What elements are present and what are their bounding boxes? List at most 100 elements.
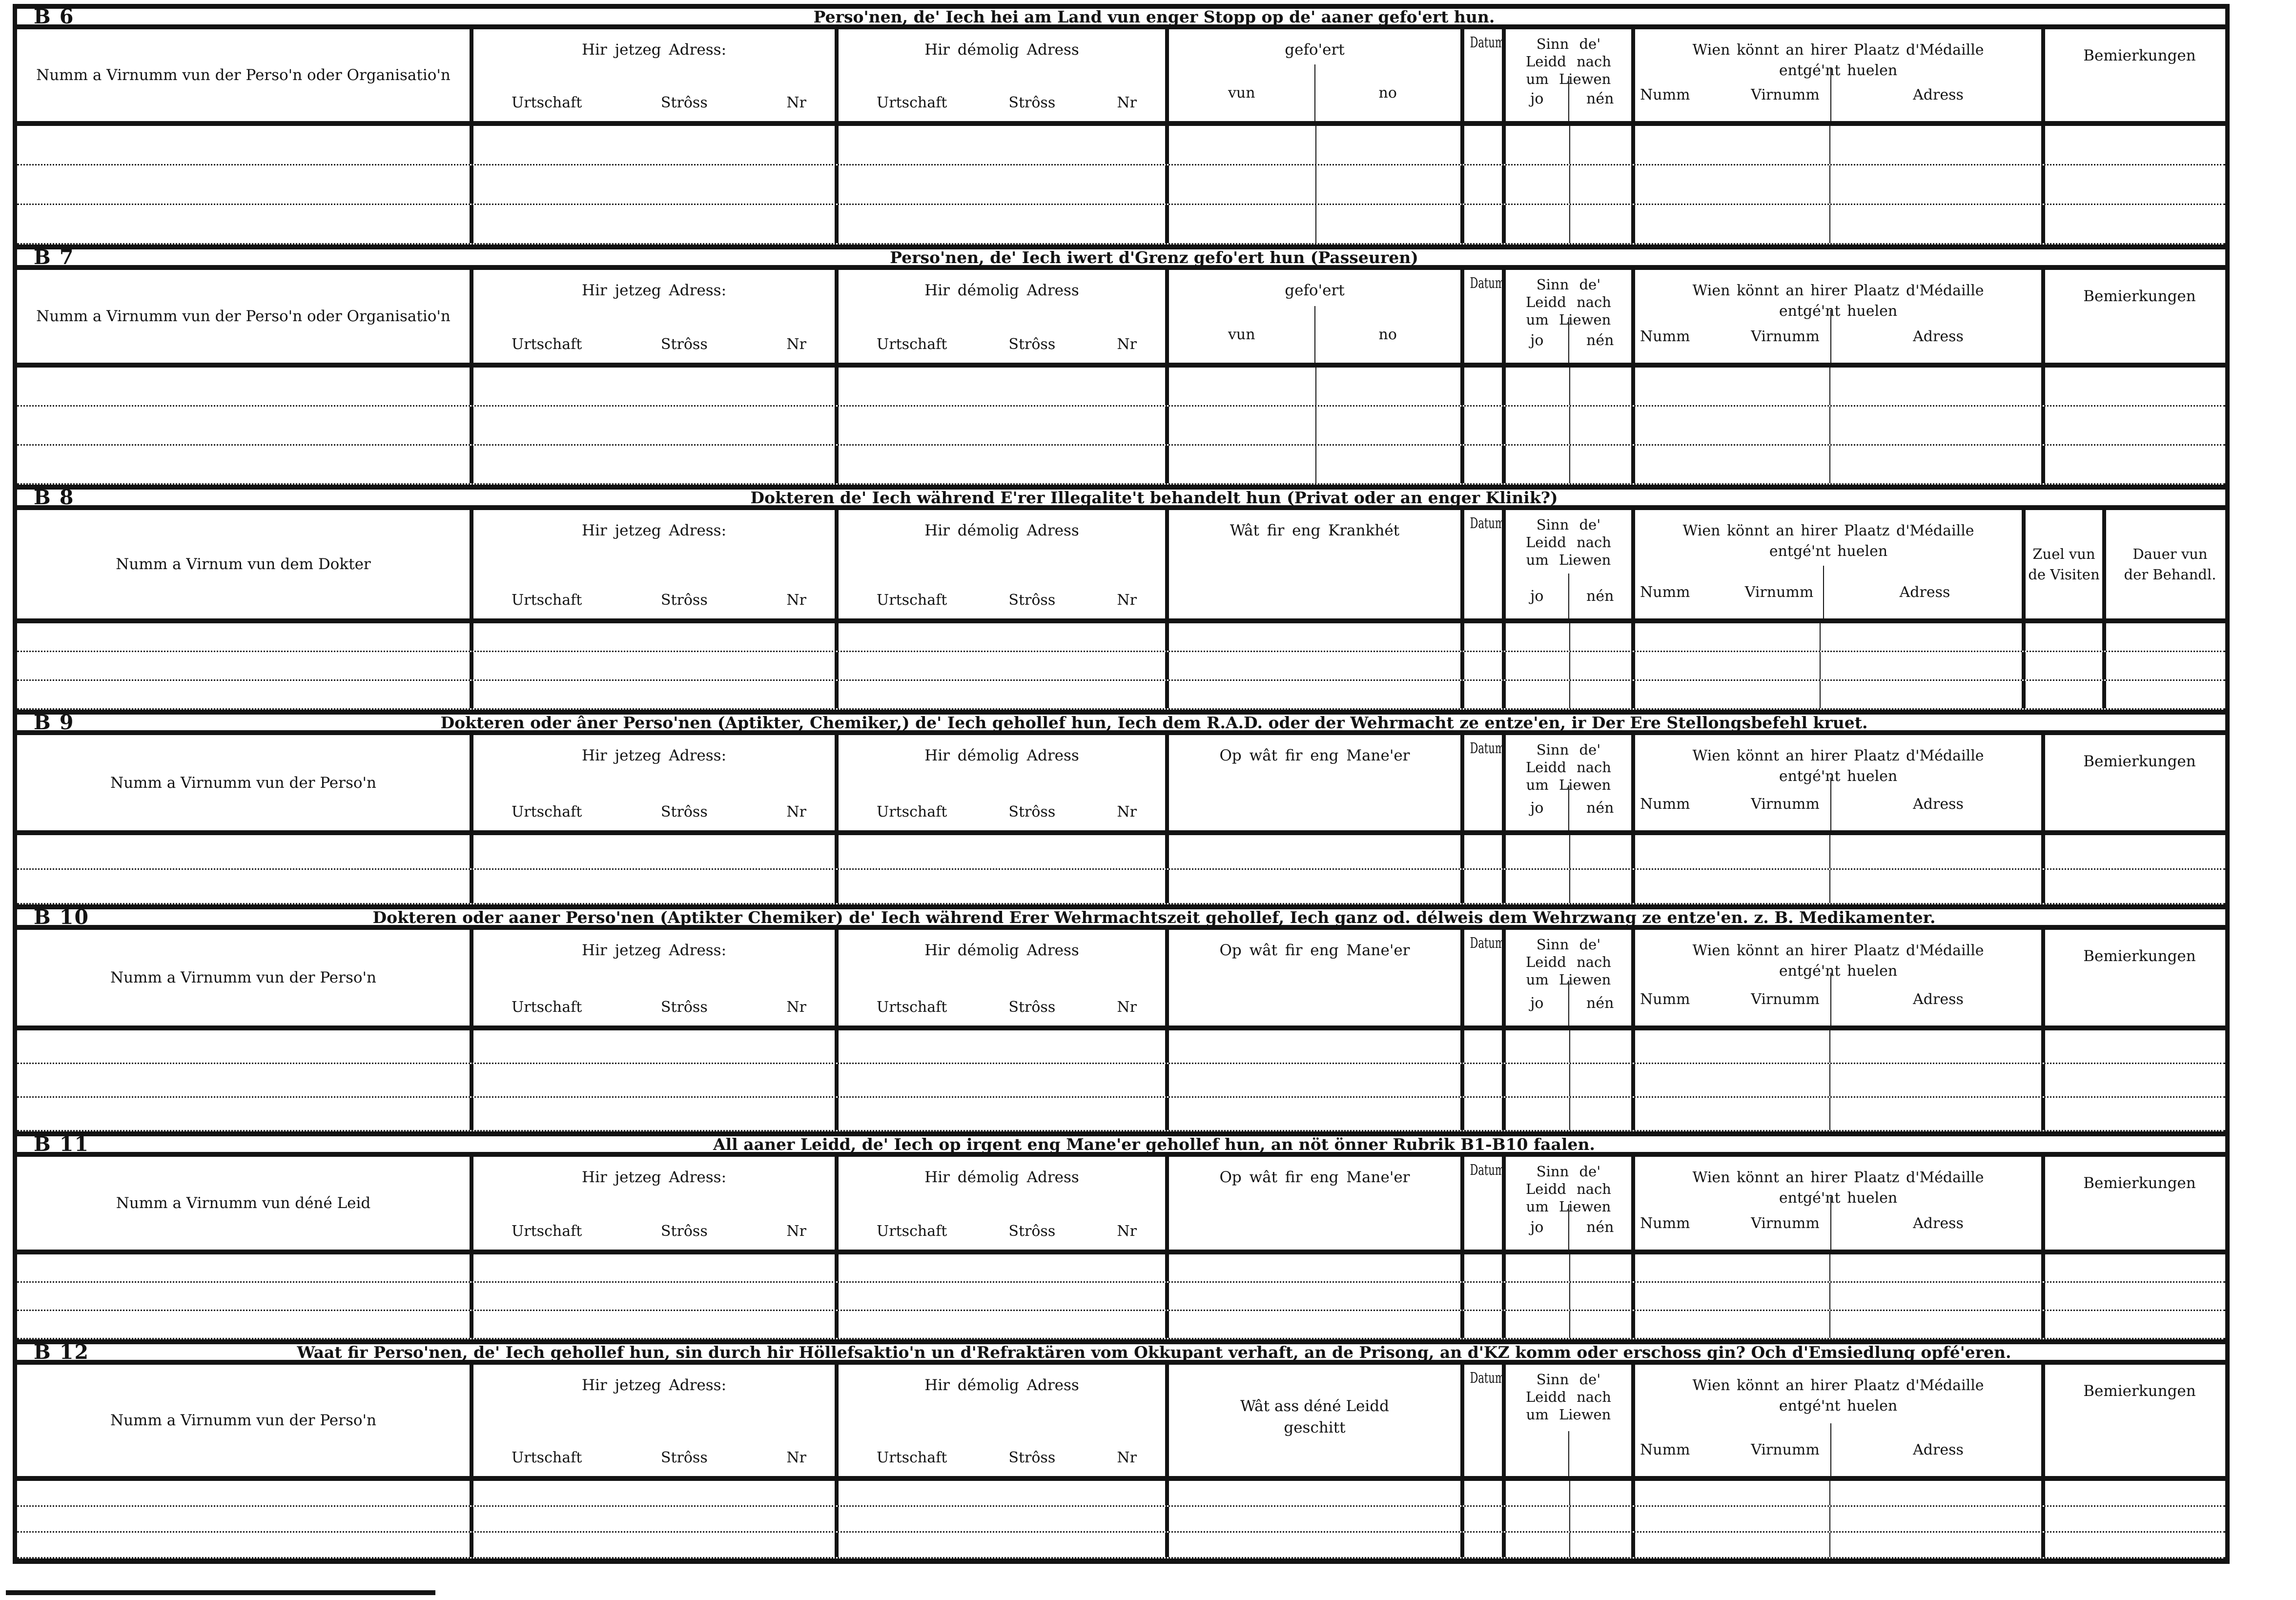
col-addr-now: Hir jetzeg Adress: Urtschaft Strôss Nr [473,735,839,830]
visits-label: Zuel vun de Visiten [2028,546,2100,583]
addr-now-label: Hir jetzeg Adress: [581,522,727,539]
column-headers: Numm a Virnum vun dem Dokter Hir jetzeg … [17,510,2225,623]
sub-virnumm: Virnumm [1751,1441,1820,1458]
sub-urtschaft: Urtschaft [512,1223,582,1240]
entry-rows [17,126,2225,245]
col-name-label: Numm a Virnum vun dem Dokter [116,555,371,573]
sub-nr: Nr [786,1223,806,1240]
medal-label: Wien könnt an hirer Plaatz d'Médaille en… [1692,747,1984,785]
col-remarks: Bemierkungen [2045,930,2234,1026]
alive-label: Sinn de' Leidd nach um Liewen [1526,36,1611,87]
col-medal: Wien könnt an hirer Plaatz d'Médaille en… [1635,930,2045,1026]
addr-former-subheads: Urtschaft Strôss Nr [839,1223,1165,1240]
sub-nr: Nr [1117,999,1137,1016]
entry-rows [17,1030,2225,1131]
sub-nr: Nr [1117,94,1137,111]
sub-no: no [1314,64,1461,121]
col-addr-now: Hir jetzeg Adress: Urtschaft Strôss Nr [473,1365,839,1476]
col-name: Numm a Virnumm vun der Perso'n [17,735,473,830]
section-id: B 9 [34,711,75,734]
col-remarks: Bemierkungen [2045,29,2234,121]
col-datum: Datum [1464,270,1506,363]
sub-adress: Adress [1830,68,2045,121]
entry-row [17,1533,2225,1559]
sub-nen: nén [1568,574,1632,618]
sub-stross: Strôss [660,336,708,353]
sub-nr: Nr [786,999,806,1016]
sub-urtschaft: Urtschaft [512,94,582,111]
column-headers: Numm a Virnumm vun der Perso'n Hir jetze… [17,735,2225,835]
addr-former-subheads: Urtschaft Strôss Nr [839,592,1165,609]
col-addr-former: Hir démolig Adress Urtschaft Strôss Nr [839,1365,1169,1476]
addr-now-label: Hir jetzeg Adress: [581,41,727,59]
entry-row [17,368,2225,407]
sub-virnumm: Virnumm [1751,990,1820,1008]
col-medal: Wien könnt an hirer Plaatz d'Médaille en… [1635,270,2045,363]
col-alive: Sinn de' Leidd nach um Liewen jo nén [1506,1157,1635,1250]
sub-urtschaft: Urtschaft [512,803,582,821]
sub-stross: Strôss [660,999,708,1016]
sub-numm: Numm [1640,1441,1690,1458]
col-datum: Datum [1464,510,1506,618]
col-addr-now: Hir jetzeg Adress: Urtschaft Strôss Nr [473,510,839,618]
addr-former-subheads: Urtschaft Strôss Nr [839,1449,1165,1466]
sub-vun: vun [1228,326,1255,343]
deed-subheads: vun no [1169,306,1460,363]
duration-label: Dauer vun der Behandl. [2124,546,2216,583]
datum-label: Datum [1470,275,1505,292]
datum-label: Datum [1470,34,1505,51]
sub-urtschaft: Urtschaft [512,592,582,609]
col-deed: gefo'ert vun no [1169,29,1464,121]
addr-former-label: Hir démolig Adress [924,41,1079,59]
addr-former-label: Hir démolig Adress [924,282,1079,299]
entry-row [17,681,2225,710]
datum-label: Datum [1470,740,1505,757]
sub-stross: Strôss [1008,1223,1056,1240]
sub-nr: Nr [1117,1223,1137,1240]
entry-row [17,652,2225,681]
col-name: Numm a Virnum vun dem Dokter [17,510,473,618]
medal-label: Wien könnt an hirer Plaatz d'Médaille en… [1692,282,1984,320]
sub-numm: Numm [1640,86,1690,103]
sub-nen: nén [1568,318,1632,363]
manner-label: Op wât fir eng Mane'er [1219,747,1410,764]
sub-nr: Nr [786,1449,806,1466]
sub-stross: Strôss [660,1223,708,1240]
sub-virnumm: Virnumm [1751,795,1820,813]
column-headers: Numm a Virnumm vun der Perso'n Hir jetze… [17,1365,2225,1481]
col-remarks: Bemierkungen [2045,270,2234,363]
section-id: B 10 [34,905,89,929]
col-name-label: Numm a Virnumm vun der Perso'n [110,969,377,986]
sub-numm: Numm [1640,583,1690,601]
addr-now-label: Hir jetzeg Adress: [581,942,727,959]
medal-subheads: Numm Virnumm Adress [1635,778,2041,830]
sub-nen: nén [1568,785,1632,830]
entry-row [17,1507,2225,1533]
sub-stross: Strôss [660,803,708,821]
entry-row [17,1481,2225,1507]
sub-nr: Nr [786,803,806,821]
entry-rows [17,623,2225,710]
column-headers: Numm a Virnumm vun der Perso'n oder Orga… [17,29,2225,126]
medal-label: Wien könnt an hirer Plaatz d'Médaille en… [1692,942,1984,980]
col-name-label: Numm a Virnumm vun der Perso'n [110,774,377,792]
col-alive: Sinn de' Leidd nach um Liewen jo nén [1506,29,1635,121]
entry-rows [17,1254,2225,1339]
section-b8: B 8 Dokteren de' Iech während E'rer Ille… [13,485,2230,710]
col-medal: Wien könnt an hirer Plaatz d'Médaille en… [1635,1157,2045,1250]
col-name-label: Numm a Virnumm vun déné Leid [116,1194,371,1212]
sub-virnumm: Virnumm [1744,583,1814,601]
sub-jo: jo [1530,1218,1544,1236]
section-b12: B 12 Waat fir Perso'nen, de' Iech geholl… [13,1339,2230,1564]
section-title: Perso'nen, de' Iech iwert d'Grenz gefo'e… [890,247,1418,267]
medal-label: Wien könnt an hirer Plaatz d'Médaille en… [1692,41,1984,79]
addr-former-label: Hir démolig Adress [924,1169,1079,1186]
addr-former-label: Hir démolig Adress [924,1376,1079,1394]
entry-row [17,446,2225,485]
alive-subheads: jo nén [1506,1205,1631,1250]
sub-numm: Numm [1640,990,1690,1008]
alive-label: Sinn de' Leidd nach um Liewen [1526,936,1611,988]
sub-stross: Strôss [1008,336,1056,353]
sub-jo: jo [1530,799,1544,817]
col-alive: Sinn de' Leidd nach um Liewen [1506,1365,1635,1476]
